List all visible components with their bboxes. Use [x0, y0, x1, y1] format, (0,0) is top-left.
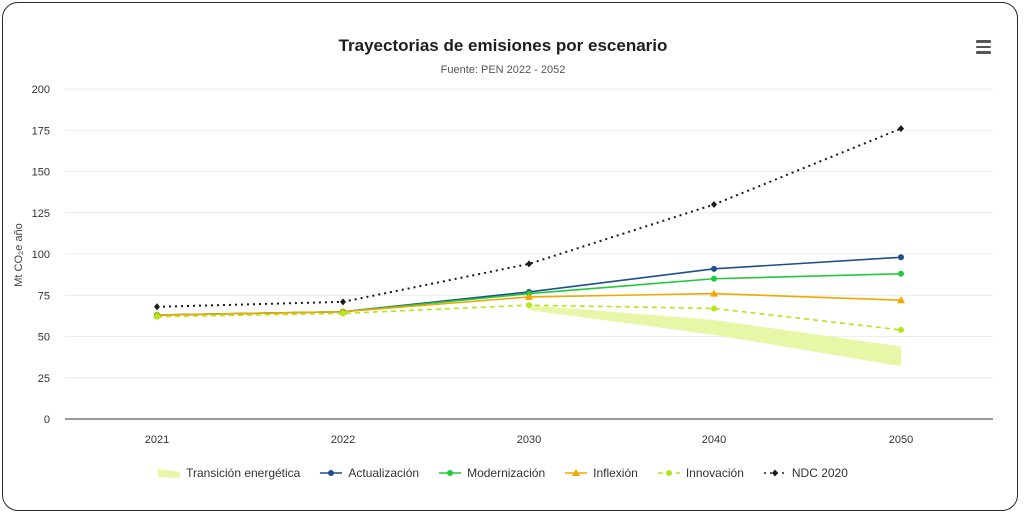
data-point-innovacion[interactable]: [526, 302, 532, 309]
y-tick-label: 200: [32, 84, 50, 96]
y-tick-label: 150: [32, 167, 50, 179]
legend-swatch-modernizacion: [439, 470, 462, 476]
legend-swatch-actualizacion: [320, 470, 343, 476]
data-point-ndc[interactable]: [526, 260, 532, 268]
chart-legend: Transición energética Actualización Modern…: [3, 466, 1003, 480]
legend-item-ndc[interactable]: NDC 2020: [763, 466, 848, 480]
data-point-ndc[interactable]: [340, 298, 346, 306]
grid-layer: [65, 88, 993, 379]
x-tick-label: 2030: [517, 434, 541, 446]
data-point-inflexion[interactable]: [710, 289, 718, 297]
y-axis-label: Mt CO₂e año: [13, 223, 25, 287]
menu-bar: [976, 45, 991, 48]
data-point-ndc[interactable]: [711, 201, 717, 208]
data-point-inflexion[interactable]: [525, 292, 533, 300]
chart-plot: 0 25 50 75 100 125 150 175 200 2021 2022 2030 2040 20…: [13, 84, 993, 446]
y-tick-label: 25: [38, 373, 50, 385]
y-tick-label: 175: [32, 125, 50, 137]
axis-layer: 0 25 50 75 100 125 150 175 200 2021 2022 2030 2040 20…: [32, 84, 993, 446]
legend-swatch-transicion: [158, 469, 181, 478]
data-point-actualizacion[interactable]: [711, 265, 717, 272]
legend-label: Transición energética: [186, 466, 301, 480]
band-layer: [529, 305, 901, 367]
legend-item-inflexion[interactable]: Inflexión: [565, 466, 638, 480]
legend-label: Modernización: [467, 466, 546, 480]
legend-label: Innovación: [685, 466, 744, 480]
legend-item-modernizacion[interactable]: Modernización: [439, 466, 545, 480]
y-tick-label: 50: [38, 332, 50, 344]
series-innovacion: [154, 302, 904, 333]
legend-item-innovacion[interactable]: Innovación: [657, 466, 744, 480]
menu-bar: [976, 51, 991, 54]
x-tick-label: 2040: [702, 434, 726, 446]
legend-label: NDC 2020: [791, 466, 848, 480]
chart-subtitle: Fuente: PEN 2022 - 2052: [440, 64, 566, 76]
series-ndc: [154, 125, 904, 311]
y-tick-label: 100: [32, 249, 50, 261]
legend-item-actualizacion[interactable]: Actualización: [320, 466, 419, 480]
data-point-innovacion[interactable]: [711, 305, 717, 312]
data-point-modernizacion[interactable]: [711, 275, 717, 282]
data-point-ndc[interactable]: [154, 303, 160, 311]
x-tick-label: 2021: [145, 434, 169, 446]
data-point-ndc[interactable]: [898, 125, 904, 133]
legend-item-transicion[interactable]: Transición energética: [158, 466, 300, 480]
band-transicion-energetica[interactable]: [529, 305, 901, 367]
legend-swatch-inflexion: [565, 469, 588, 476]
data-point-actualizacion[interactable]: [898, 254, 904, 261]
series-line-ndc[interactable]: [156, 127, 902, 308]
legend-swatch-ndc: [763, 469, 786, 477]
y-tick-label: 0: [44, 414, 50, 426]
x-tick-label: 2022: [331, 434, 355, 446]
data-point-inflexion[interactable]: [897, 296, 905, 304]
menu-bar: [976, 40, 991, 43]
y-tick-label: 125: [32, 208, 50, 220]
data-point-innovacion[interactable]: [340, 310, 346, 317]
chart-title: Trayectorias de emisiones por escenario: [338, 36, 668, 55]
legend-label: Inflexión: [593, 466, 638, 480]
data-point-innovacion[interactable]: [898, 326, 904, 333]
legend-swatch-innovacion: [657, 470, 680, 476]
data-point-innovacion[interactable]: [154, 313, 160, 320]
y-tick-label: 75: [38, 290, 50, 302]
x-tick-label: 2050: [889, 434, 913, 446]
series-layer: [153, 125, 905, 333]
hamburger-menu-icon[interactable]: [973, 37, 995, 57]
data-point-modernizacion[interactable]: [898, 270, 904, 277]
legend-label: Actualización: [348, 466, 420, 480]
